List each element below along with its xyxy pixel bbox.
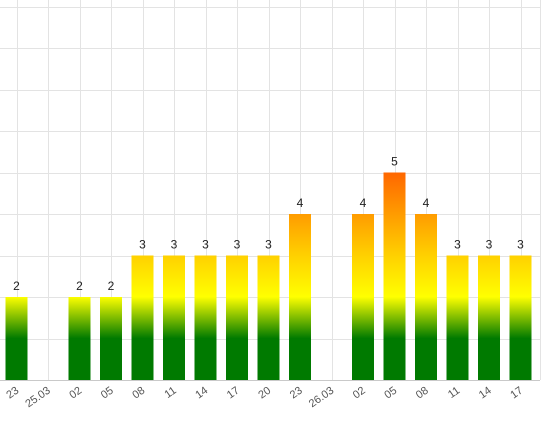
- x-tick-label: 14: [193, 385, 210, 402]
- x-tick-label: 17: [508, 385, 525, 402]
- bar[interactable]: [194, 255, 217, 381]
- x-tick-label: 20: [256, 385, 273, 402]
- x-tick-label: 25.03: [23, 385, 52, 411]
- bar-value-label: 4: [360, 196, 367, 210]
- bar[interactable]: [478, 255, 500, 381]
- x-tick-label: 26.03: [307, 385, 336, 411]
- bar[interactable]: [131, 255, 154, 381]
- value-labels: 2 2 2 3 3 3 3 3 4 4 5 4 3 3 3: [13, 155, 524, 294]
- bar-value-label: 3: [202, 238, 209, 252]
- x-tick-label: 14: [477, 385, 494, 402]
- bar[interactable]: [383, 172, 406, 381]
- x-tick-label: 08: [414, 385, 431, 402]
- bar-value-label: 2: [108, 279, 115, 293]
- x-tick-label: 05: [99, 385, 116, 402]
- bar-value-label: 4: [297, 196, 304, 210]
- bar-value-label: 4: [423, 196, 430, 210]
- x-tick-label: 17: [225, 385, 242, 402]
- bar[interactable]: [100, 297, 122, 380]
- x-tick-label: 02: [351, 385, 368, 402]
- bar-value-label: 3: [234, 238, 241, 252]
- bar-value-label: 3: [265, 238, 272, 252]
- bars: [5, 172, 532, 381]
- x-tick-label: 11: [446, 385, 462, 401]
- bar[interactable]: [226, 255, 248, 381]
- bar-value-label: 3: [486, 238, 493, 252]
- x-tick-label: 02: [67, 385, 84, 402]
- bar[interactable]: [289, 214, 311, 380]
- bar-value-label: 3: [171, 238, 178, 252]
- x-tick-label: 08: [130, 385, 147, 402]
- bar[interactable]: [257, 255, 280, 381]
- x-tick-label: 23: [4, 385, 21, 402]
- bar-value-label: 3: [139, 238, 146, 252]
- bar-value-label: 2: [76, 279, 83, 293]
- x-tick-label: 11: [162, 385, 178, 401]
- bar-value-label: 5: [391, 155, 398, 169]
- bar-value-label: 3: [454, 238, 461, 252]
- x-tick-labels: 23 25.03 02 05 08 11 14 17 20 23 26.03 02 05 08 11 14 17: [4, 385, 525, 411]
- bar[interactable]: [509, 255, 532, 381]
- x-tick-label: 23: [288, 385, 305, 402]
- bar[interactable]: [163, 255, 185, 381]
- bar-value-label: 3: [517, 238, 524, 252]
- bar[interactable]: [68, 297, 91, 380]
- bar-value-label: 2: [13, 279, 20, 293]
- bar[interactable]: [5, 297, 28, 380]
- bar[interactable]: [415, 214, 437, 380]
- bar[interactable]: [446, 255, 469, 381]
- bar[interactable]: [352, 214, 374, 380]
- x-tick-label: 05: [382, 385, 399, 402]
